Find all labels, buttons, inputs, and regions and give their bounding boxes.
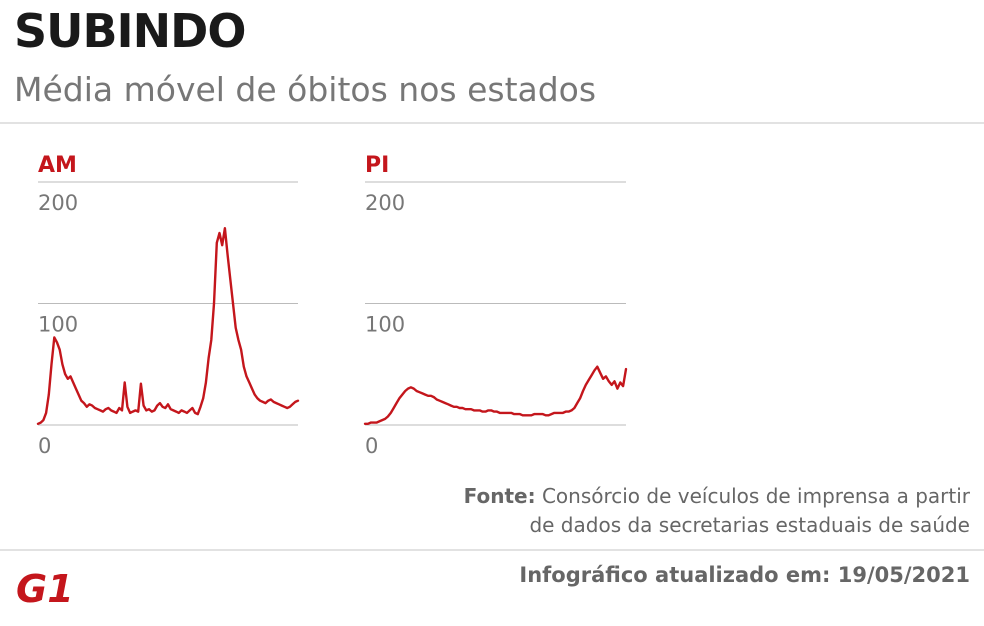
panel-title: AM (38, 153, 77, 178)
header-divider (0, 122, 984, 124)
charts-area: AM 200 100 0 PI 200 100 0 (36, 153, 628, 458)
source-note: Fonte: Consórcio de veículos de imprensa… (464, 482, 970, 540)
g1-logo: G1 (16, 568, 74, 608)
y-tick-label: 0 (38, 434, 51, 458)
infographic-title: SUBINDO (14, 4, 246, 58)
y-tick-label: 0 (365, 434, 378, 458)
y-tick-label: 100 (365, 313, 405, 337)
source-label: Fonte: (463, 484, 536, 508)
source-line-1: Consórcio de veículos de imprensa a part… (541, 484, 970, 508)
y-tick-label: 100 (38, 313, 78, 337)
source-line-2: de dados da secretarias estaduais de saú… (529, 513, 970, 537)
y-tick-label: 200 (38, 191, 78, 215)
g1-logo-text: G1 (16, 568, 74, 608)
footer-divider (0, 549, 984, 551)
panel-title: PI (365, 153, 389, 178)
infographic-subtitle: Média móvel de óbitos nos estados (14, 70, 597, 109)
series-line (363, 365, 628, 425)
series-line (36, 226, 300, 425)
chart-am: AM 200 100 0 (36, 153, 300, 458)
updated-date: Infográfico atualizado em: 19/05/2021 (519, 563, 970, 587)
y-tick-label: 200 (365, 191, 405, 215)
chart-pi: PI 200 100 0 (363, 153, 628, 458)
